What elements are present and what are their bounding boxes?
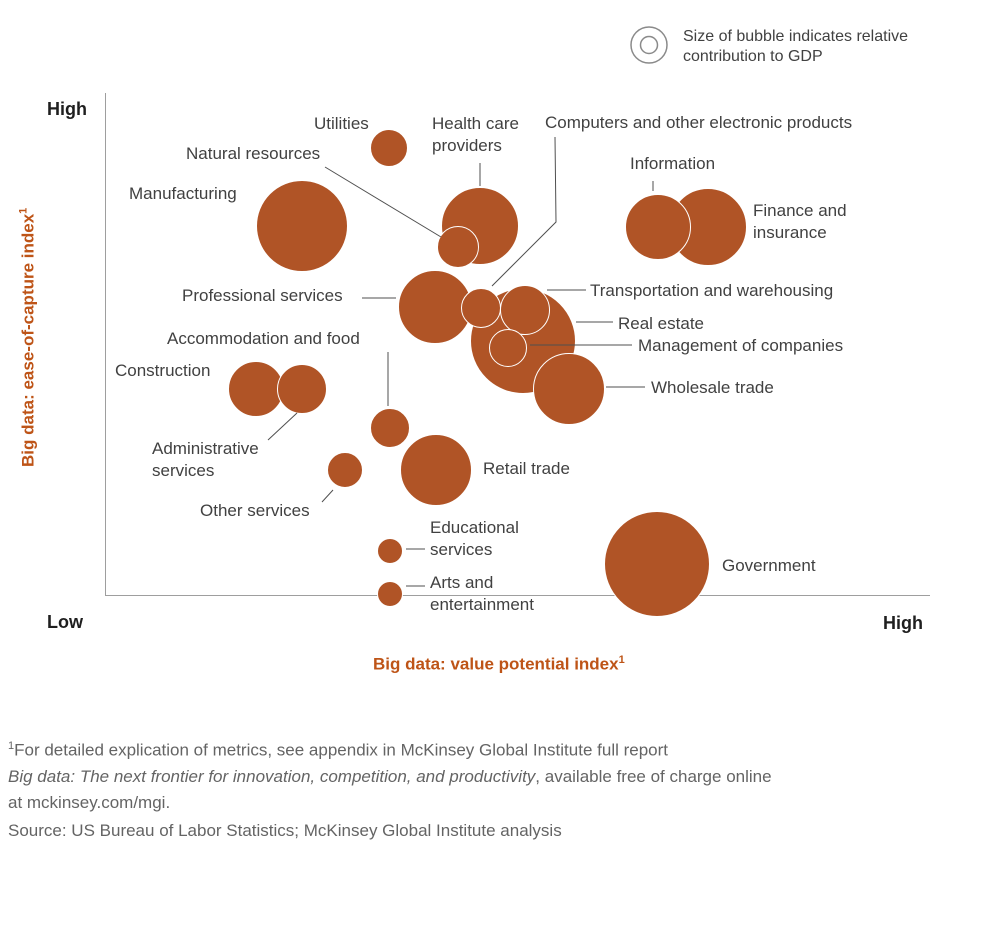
bubble-wholesale-trade [533, 353, 605, 425]
bubble-management-of-companies [489, 329, 527, 367]
label-manufacturing: Manufacturing [129, 184, 237, 203]
label-government: Government [722, 556, 816, 575]
x-axis-line [105, 595, 930, 596]
bubble-arts-and-entertainment [377, 581, 403, 607]
label-transportation-and-warehousing: Transportation and warehousing [590, 281, 834, 300]
label-professional-services: Professional services [182, 286, 343, 305]
y-axis-high-label: High [47, 99, 87, 119]
bubble-retail-trade [400, 434, 472, 506]
bubble-professional-services [398, 270, 472, 344]
label-finance-and-insurance: Finance and insurance [753, 201, 847, 242]
label-other-services: Other services [200, 501, 310, 520]
bubble-computers-and-other-electronic-products [461, 288, 501, 328]
legend-caption: Size of bubble indicates relative contri… [683, 27, 908, 67]
label-educational-services: Educational services [430, 518, 519, 559]
source-line: Source: US Bureau of Labor Statistics; M… [8, 820, 562, 840]
label-management-of-companies: Management of companies [638, 336, 844, 355]
x-axis-high-label: High [883, 613, 923, 633]
y-axis-title: Big data: ease-of-capture index1 [18, 151, 39, 523]
y-axis-title-text: Big data: ease-of-capture index [18, 213, 38, 467]
bubble-construction [228, 361, 284, 417]
label-computers-and-other-electronic-products: Computers and other electronic products [545, 113, 853, 132]
y-axis-line [105, 93, 106, 595]
bubble-administrative-services [277, 364, 327, 414]
footnote-marker: 1 [8, 740, 15, 752]
label-retail-trade: Retail trade [483, 459, 570, 478]
y-axis-low-label: Low [47, 612, 83, 632]
concentric-circles-icon [630, 26, 668, 64]
label-wholesale-trade: Wholesale trade [651, 378, 774, 397]
x-axis-title-text: Big data: value potential index [373, 654, 619, 674]
footnote-line-3: at mckinsey.com/mgi. [8, 792, 171, 812]
label-utilities: Utilities [314, 114, 369, 133]
footnotes: 1For detailed explication of metrics, se… [8, 733, 772, 844]
legend-caption-line2: contribution to GDP [683, 48, 823, 65]
label-health-care-providers: Health care providers [432, 114, 519, 155]
bubble-manufacturing [256, 180, 348, 272]
bubble-information [625, 194, 691, 260]
bubble-transportation-and-warehousing [500, 285, 550, 335]
bubble-government [604, 511, 710, 617]
footnote-line-2: Big data: The next frontier for innovati… [8, 766, 772, 786]
y-axis-title-footnote-marker: 1 [17, 207, 30, 214]
plot-area: Manufacturing Utilities Natural resources H… [115, 113, 853, 617]
bubble-other-services [327, 452, 363, 488]
label-information: Information [630, 154, 716, 173]
bubble-accommodation-and-food [370, 408, 410, 448]
label-construction: Construction [115, 361, 211, 380]
x-axis-title: Big data: value potential index1 [373, 654, 625, 675]
label-real-estate: Real estate [618, 314, 704, 333]
report-title-italic: Big data: The next frontier for innovati… [8, 766, 536, 786]
x-axis-title-footnote-marker: 1 [618, 654, 625, 666]
bubble-utilities [370, 129, 408, 167]
bubble-natural-resources [437, 226, 479, 268]
label-natural-resources: Natural resources [186, 144, 321, 163]
legend-caption-line1: Size of bubble indicates relative [683, 28, 909, 45]
label-arts-and-entertainment: Arts and entertainment [430, 573, 534, 614]
bubble-educational-services [377, 538, 403, 564]
label-administrative-services: Administrative services [152, 439, 259, 480]
footnote-line-1: 1For detailed explication of metrics, se… [8, 740, 669, 760]
label-accommodation-and-food: Accommodation and food [167, 329, 360, 348]
